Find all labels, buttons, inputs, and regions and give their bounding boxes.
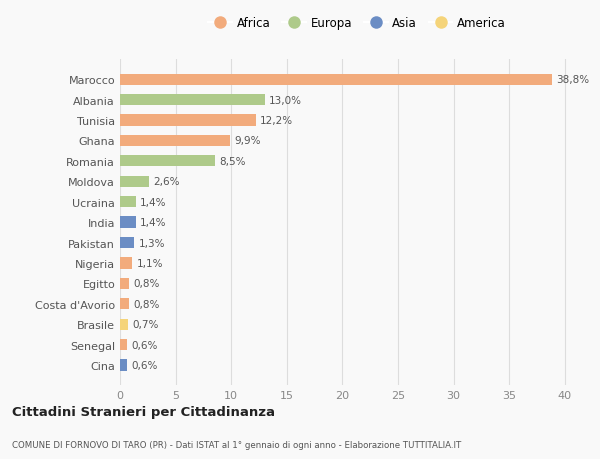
Text: 0,8%: 0,8% (133, 279, 160, 289)
Text: 1,1%: 1,1% (137, 258, 163, 269)
Bar (120, 176, 149, 187)
Bar (120, 196, 136, 208)
Text: 1,4%: 1,4% (140, 197, 167, 207)
Bar (120, 278, 129, 289)
Text: 13,0%: 13,0% (269, 95, 302, 106)
Bar (120, 319, 128, 330)
Bar (120, 298, 129, 310)
Text: 0,6%: 0,6% (131, 360, 157, 370)
Text: Cittadini Stranieri per Cittadinanza: Cittadini Stranieri per Cittadinanza (12, 405, 275, 419)
Bar (120, 258, 132, 269)
Text: 9,9%: 9,9% (235, 136, 261, 146)
Bar (120, 115, 256, 126)
Text: 8,5%: 8,5% (219, 157, 245, 167)
Text: 1,4%: 1,4% (140, 218, 167, 228)
Bar (120, 217, 136, 228)
Bar (120, 339, 127, 350)
Legend: Africa, Europa, Asia, America: Africa, Europa, Asia, America (206, 15, 508, 33)
Bar (120, 74, 551, 86)
Bar (120, 95, 265, 106)
Text: 0,6%: 0,6% (131, 340, 157, 350)
Bar (120, 135, 230, 147)
Text: 0,7%: 0,7% (132, 319, 158, 330)
Text: 0,8%: 0,8% (133, 299, 160, 309)
Text: 2,6%: 2,6% (154, 177, 180, 187)
Bar (120, 359, 127, 371)
Text: 38,8%: 38,8% (556, 75, 589, 85)
Text: COMUNE DI FORNOVO DI TARO (PR) - Dati ISTAT al 1° gennaio di ogni anno - Elabora: COMUNE DI FORNOVO DI TARO (PR) - Dati IS… (12, 441, 461, 449)
Text: 12,2%: 12,2% (260, 116, 293, 126)
Bar (120, 156, 215, 167)
Text: 1,3%: 1,3% (139, 238, 166, 248)
Bar (120, 237, 134, 249)
